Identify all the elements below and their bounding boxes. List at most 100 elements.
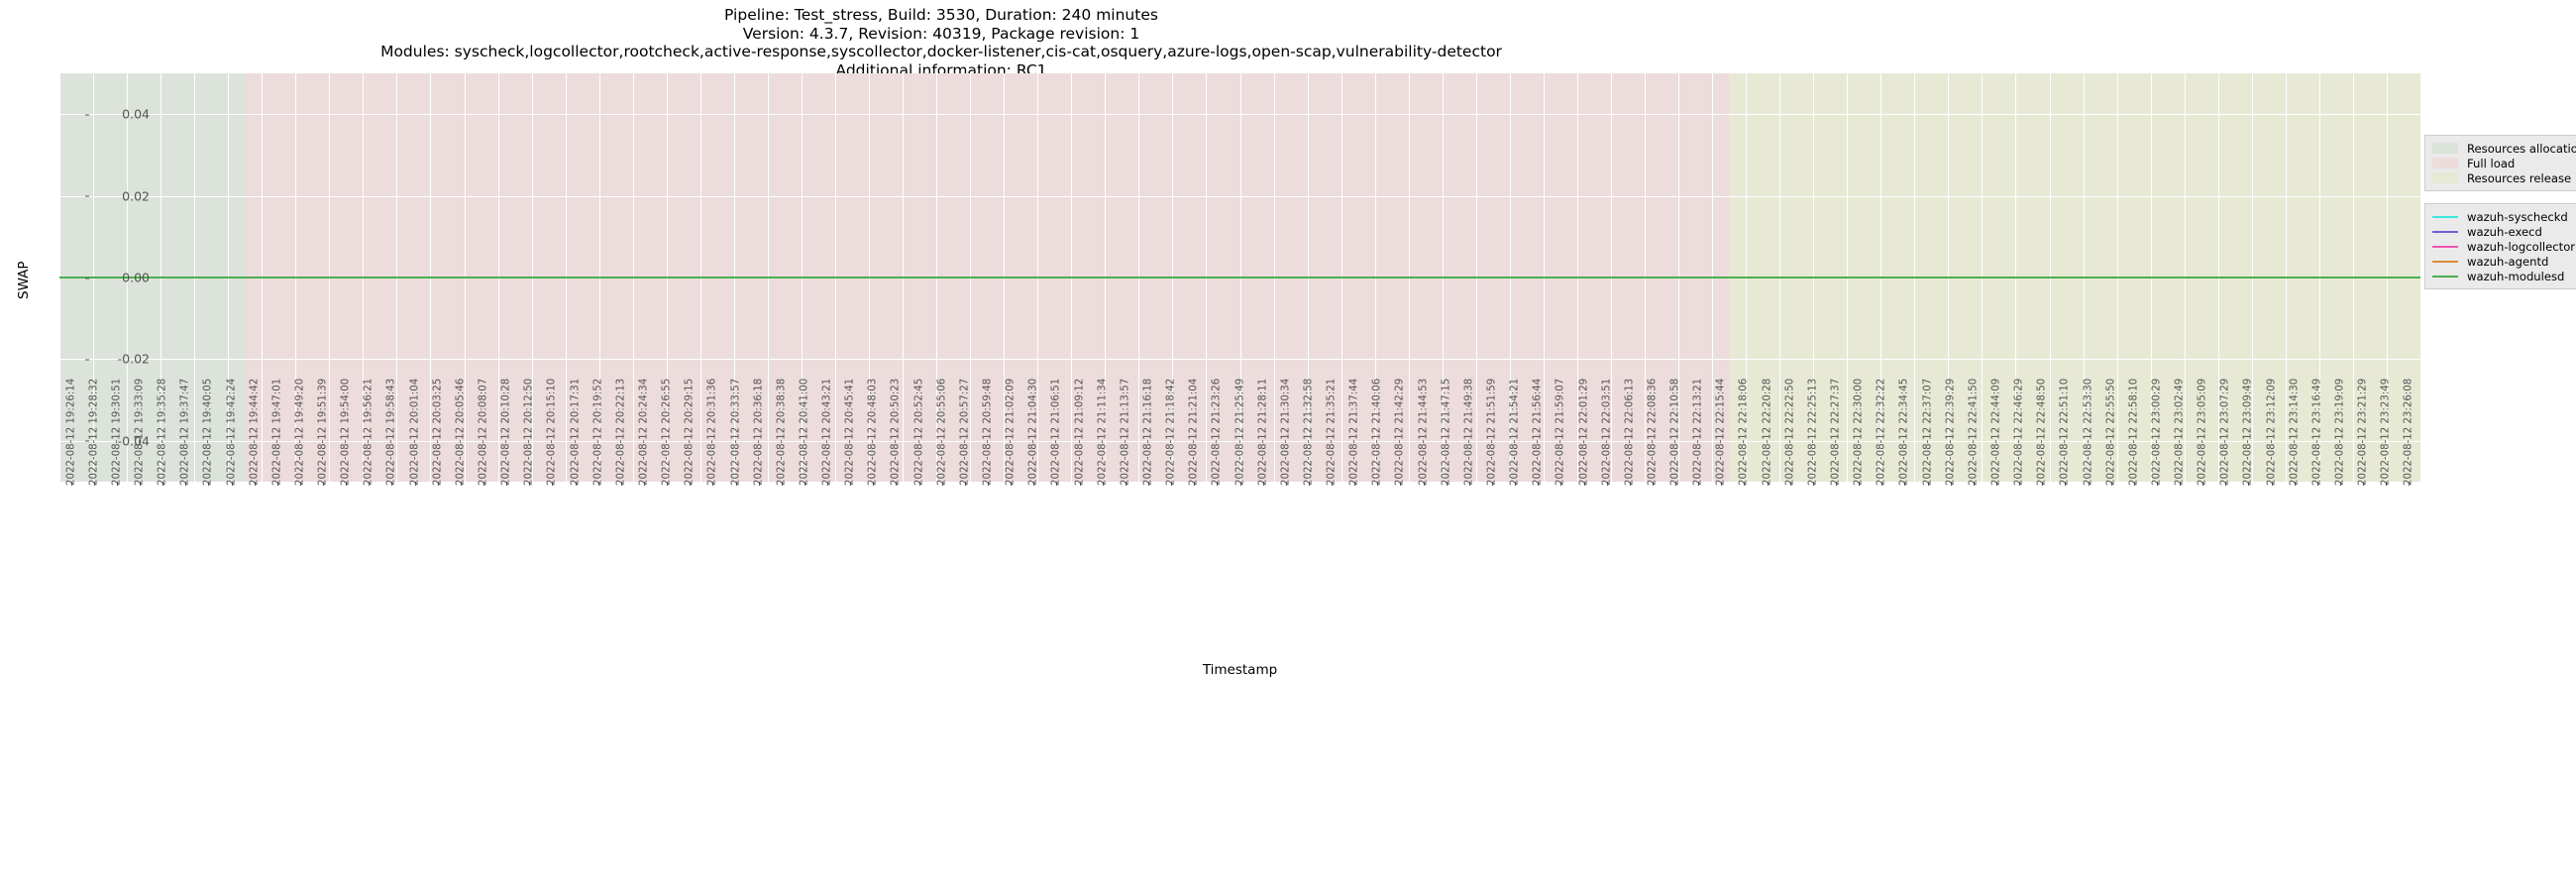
x-tick-label: 2022-08-12 20:38:38 <box>776 378 788 486</box>
x-tick-mark <box>391 482 392 486</box>
x-tick-label: 2022-08-12 21:59:07 <box>1555 378 1566 486</box>
legend-item[interactable]: Full load <box>2432 156 2576 170</box>
x-tick-mark <box>1469 482 1470 486</box>
legend-swatch <box>2432 143 2458 154</box>
x-tick-mark <box>1698 482 1699 486</box>
x-tick-label: 2022-08-12 19:44:42 <box>249 378 261 486</box>
x-tick-label: 2022-08-12 20:19:52 <box>592 378 604 486</box>
x-tick-mark <box>1790 482 1791 486</box>
legend-line-swatch <box>2432 260 2458 263</box>
legend-label: Full load <box>2467 156 2516 170</box>
x-tick-mark <box>667 482 668 486</box>
x-tick-mark <box>1286 482 1287 486</box>
x-tick-mark <box>2042 482 2043 486</box>
x-tick-label: 2022-08-12 23:02:49 <box>2174 378 2186 486</box>
x-tick-mark <box>2225 482 2226 486</box>
legend-label: wazuh-modulesd <box>2467 269 2565 283</box>
x-tick-mark <box>1744 482 1745 486</box>
x-tick-label: 2022-08-12 20:43:21 <box>821 378 833 486</box>
x-tick-mark <box>1217 482 1218 486</box>
x-tick-label: 2022-08-12 20:17:31 <box>570 378 582 486</box>
x-tick-label: 2022-08-12 22:30:00 <box>1853 378 1865 486</box>
x-tick-mark <box>2363 482 2364 486</box>
x-tick-mark <box>1584 482 1585 486</box>
x-tick-label: 2022-08-12 21:44:53 <box>1418 378 1430 486</box>
x-tick-mark <box>140 482 141 486</box>
y-tick-label: 0.02 <box>85 188 150 203</box>
x-tick-label: 2022-08-12 20:22:13 <box>615 378 627 486</box>
x-tick-mark <box>1332 482 1333 486</box>
x-tick-mark <box>1538 482 1539 486</box>
x-tick-mark <box>94 482 95 486</box>
title-pipeline-line: Pipeline: Test_stress, Build: 3530, Dura… <box>724 6 1158 24</box>
x-tick-label: 2022-08-12 22:39:29 <box>1945 378 1957 486</box>
x-tick-label: 2022-08-12 20:29:15 <box>684 378 696 486</box>
x-tick-label: 2022-08-12 22:22:50 <box>1784 378 1796 486</box>
x-tick-label: 2022-08-12 22:03:51 <box>1601 378 1613 486</box>
x-tick-label: 2022-08-12 22:20:28 <box>1762 378 1773 486</box>
x-tick-label: 2022-08-12 21:13:57 <box>1120 378 1131 486</box>
x-tick-mark <box>988 482 989 486</box>
x-tick-label: 2022-08-12 19:42:24 <box>226 378 238 486</box>
y-tick-label: 0.04 <box>85 107 150 122</box>
x-tick-mark <box>1951 482 1952 486</box>
x-tick-label: 2022-08-12 21:32:58 <box>1303 378 1315 486</box>
gridline-vertical <box>2420 73 2421 482</box>
x-tick-mark <box>1721 482 1722 486</box>
legend-item[interactable]: wazuh-modulesd <box>2432 269 2575 283</box>
gridline-horizontal <box>59 440 2420 442</box>
x-tick-label: 2022-08-12 21:04:30 <box>1027 378 1039 486</box>
x-tick-label: 2022-08-12 22:08:36 <box>1647 378 1659 486</box>
x-tick-mark <box>576 482 577 486</box>
x-tick-mark <box>255 482 256 486</box>
x-tick-label: 2022-08-12 22:18:06 <box>1738 378 1750 486</box>
legend-line-swatch <box>2432 275 2458 278</box>
x-tick-mark <box>2089 482 2090 486</box>
legend-swatch <box>2432 172 2458 183</box>
x-tick-label: 2022-08-12 20:10:28 <box>500 378 512 486</box>
x-tick-label: 2022-08-12 20:48:03 <box>867 378 879 486</box>
x-tick-mark <box>2157 482 2158 486</box>
legend-item[interactable]: wazuh-agentd <box>2432 254 2575 269</box>
x-tick-mark <box>1194 482 1195 486</box>
x-tick-mark <box>1263 482 1264 486</box>
x-tick-label: 2022-08-12 21:23:26 <box>1211 378 1223 486</box>
x-tick-label: 2022-08-12 23:16:49 <box>2311 378 2323 486</box>
legend-line-swatch <box>2432 245 2458 248</box>
x-tick-mark <box>1171 482 1172 486</box>
legend-item[interactable]: wazuh-logcollector <box>2432 239 2575 254</box>
x-tick-label: 2022-08-12 21:28:11 <box>1257 378 1269 486</box>
x-tick-label: 2022-08-12 20:36:18 <box>753 378 765 486</box>
x-tick-mark <box>1675 482 1676 486</box>
x-tick-label: 2022-08-12 21:25:49 <box>1234 378 1245 486</box>
x-tick-mark <box>1653 482 1654 486</box>
legend-item[interactable]: Resources release <box>2432 170 2576 185</box>
legend-item[interactable]: wazuh-execd <box>2432 224 2575 239</box>
x-tick-mark <box>300 482 301 486</box>
x-tick-label: 2022-08-12 20:33:57 <box>730 378 741 486</box>
series-line <box>59 277 2420 279</box>
x-tick-mark <box>1768 482 1769 486</box>
x-tick-label: 2022-08-12 19:56:21 <box>363 378 375 486</box>
legend-label: wazuh-logcollector <box>2467 239 2576 254</box>
x-tick-label: 2022-08-12 21:47:15 <box>1441 378 1452 486</box>
x-tick-label: 2022-08-12 23:05:09 <box>2197 378 2208 486</box>
gridline-horizontal <box>59 114 2420 116</box>
x-tick-label: 2022-08-12 21:02:09 <box>1005 378 1017 486</box>
y-tick-mark <box>85 278 89 279</box>
y-axis-label: SWAP <box>16 261 32 299</box>
legend-item[interactable]: wazuh-syscheckd <box>2432 209 2575 224</box>
x-tick-label: 2022-08-12 20:52:45 <box>913 378 925 486</box>
x-tick-label: 2022-08-12 23:23:49 <box>2380 378 2392 486</box>
x-tick-label: 2022-08-12 20:01:04 <box>409 378 421 486</box>
x-tick-label: 2022-08-12 23:19:09 <box>2334 378 2346 486</box>
legend-item[interactable]: Resources allocation <box>2432 141 2576 156</box>
x-tick-label: 2022-08-12 23:09:49 <box>2242 378 2254 486</box>
x-tick-label: 2022-08-12 20:24:34 <box>638 378 650 486</box>
x-tick-label: 2022-08-12 22:55:50 <box>2105 378 2117 486</box>
x-tick-label: 2022-08-12 21:18:42 <box>1165 378 1177 486</box>
x-tick-label: 2022-08-12 21:16:18 <box>1142 378 1154 486</box>
x-tick-label: 2022-08-12 19:26:14 <box>65 378 77 486</box>
x-tick-mark <box>208 482 209 486</box>
